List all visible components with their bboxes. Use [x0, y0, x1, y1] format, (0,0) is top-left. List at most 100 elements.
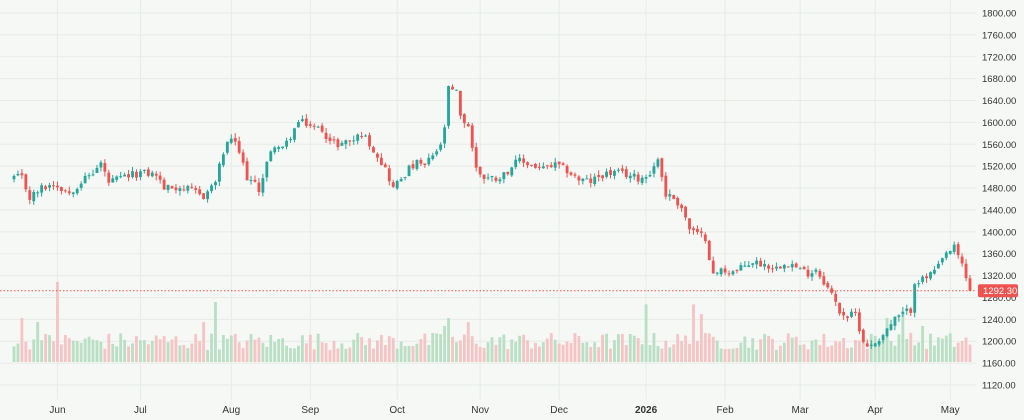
volume-bar — [616, 334, 620, 362]
candle-body — [217, 163, 221, 182]
volume-bar — [707, 333, 711, 362]
candle-body — [249, 179, 253, 181]
candle-body — [300, 119, 304, 122]
candle-body — [308, 124, 312, 126]
volume-bar — [834, 341, 838, 362]
candle-body — [455, 89, 458, 91]
volume-bar — [138, 340, 142, 362]
volume-bar — [293, 348, 296, 362]
volume-bar — [166, 342, 170, 362]
volume-bar — [537, 346, 541, 362]
candle-body — [948, 250, 952, 254]
x-tick-label: 2026 — [635, 405, 658, 416]
volume-bar — [818, 344, 822, 362]
volume-bar — [901, 314, 905, 362]
volume-bar — [557, 343, 561, 362]
candle-body — [854, 311, 857, 313]
candle-body — [692, 228, 695, 231]
candle-body — [336, 139, 340, 148]
volume-bar — [731, 348, 735, 362]
volume-bar — [297, 345, 300, 362]
candle-body — [20, 173, 24, 176]
candle-body — [865, 343, 869, 347]
candle-body — [372, 147, 375, 153]
volume-bar — [336, 348, 340, 362]
volume-bar — [715, 340, 719, 362]
volume-bar — [225, 338, 229, 362]
candle-body — [814, 269, 818, 272]
candle-body — [443, 127, 447, 144]
candle-body — [123, 174, 127, 177]
volume-bar — [427, 344, 431, 362]
candle-body — [91, 174, 95, 176]
candle-body — [936, 263, 940, 269]
volume-bar — [142, 340, 146, 362]
candle-body — [952, 244, 956, 252]
candle-body — [439, 144, 443, 150]
volume-bar — [146, 344, 150, 362]
candle-body — [790, 264, 794, 268]
candle-body — [810, 273, 814, 277]
volume-bar — [755, 349, 759, 362]
volume-bar — [308, 334, 312, 362]
candle-body — [67, 191, 71, 194]
volume-bar — [494, 344, 498, 362]
volume-bar — [802, 344, 806, 362]
volume-bar — [952, 346, 956, 362]
candle-body — [506, 171, 510, 174]
candle-body — [869, 344, 873, 347]
candle-body — [842, 311, 846, 316]
volume-bar — [775, 349, 778, 362]
volume-bar — [399, 341, 403, 362]
candle-body — [154, 173, 158, 176]
candle-body — [107, 172, 111, 183]
volume-bar — [711, 336, 715, 362]
candle-body — [245, 161, 249, 181]
candle-body — [225, 141, 229, 153]
candle-body — [589, 178, 593, 183]
candle-body — [411, 164, 415, 169]
candle-body — [569, 172, 573, 175]
candle-body — [652, 166, 656, 174]
candle-body — [391, 182, 395, 187]
candle-body — [672, 195, 676, 199]
candle-body — [711, 260, 715, 274]
candle-body — [581, 178, 585, 182]
volume-bar — [352, 339, 356, 362]
y-tick-label: 1760.00 — [982, 30, 1016, 41]
candle-body — [964, 263, 968, 279]
candle-body — [834, 293, 838, 302]
candle-body — [561, 163, 565, 165]
candle-body — [545, 165, 549, 167]
candle-body — [423, 163, 427, 166]
y-tick-label: 1280.00 — [982, 293, 1016, 304]
candle-body — [534, 163, 537, 168]
candle-body — [99, 162, 103, 168]
candle-body — [901, 311, 905, 314]
volume-bar — [925, 348, 928, 362]
volume-bar — [99, 341, 103, 362]
volume-bar — [676, 334, 680, 362]
candle-body — [968, 278, 972, 291]
volume-bar — [289, 348, 292, 362]
candle-body — [707, 240, 711, 260]
candle-body — [150, 172, 154, 177]
volume-bar — [695, 340, 699, 362]
volume-bar — [202, 322, 206, 362]
candle-body — [304, 118, 308, 126]
volume-bar — [747, 347, 751, 362]
volume-bar — [71, 340, 75, 362]
volume-bar — [470, 336, 474, 362]
volume-bar — [944, 335, 948, 362]
volume-bars — [12, 282, 972, 362]
candle-body — [316, 126, 320, 128]
candle-body — [466, 124, 470, 127]
candle-body — [755, 260, 759, 265]
candle-body — [541, 166, 545, 169]
candle-body — [526, 162, 529, 166]
candle-body — [605, 171, 608, 177]
volume-bar — [376, 340, 379, 362]
volume-bar — [162, 336, 166, 362]
candle-body — [194, 188, 198, 190]
